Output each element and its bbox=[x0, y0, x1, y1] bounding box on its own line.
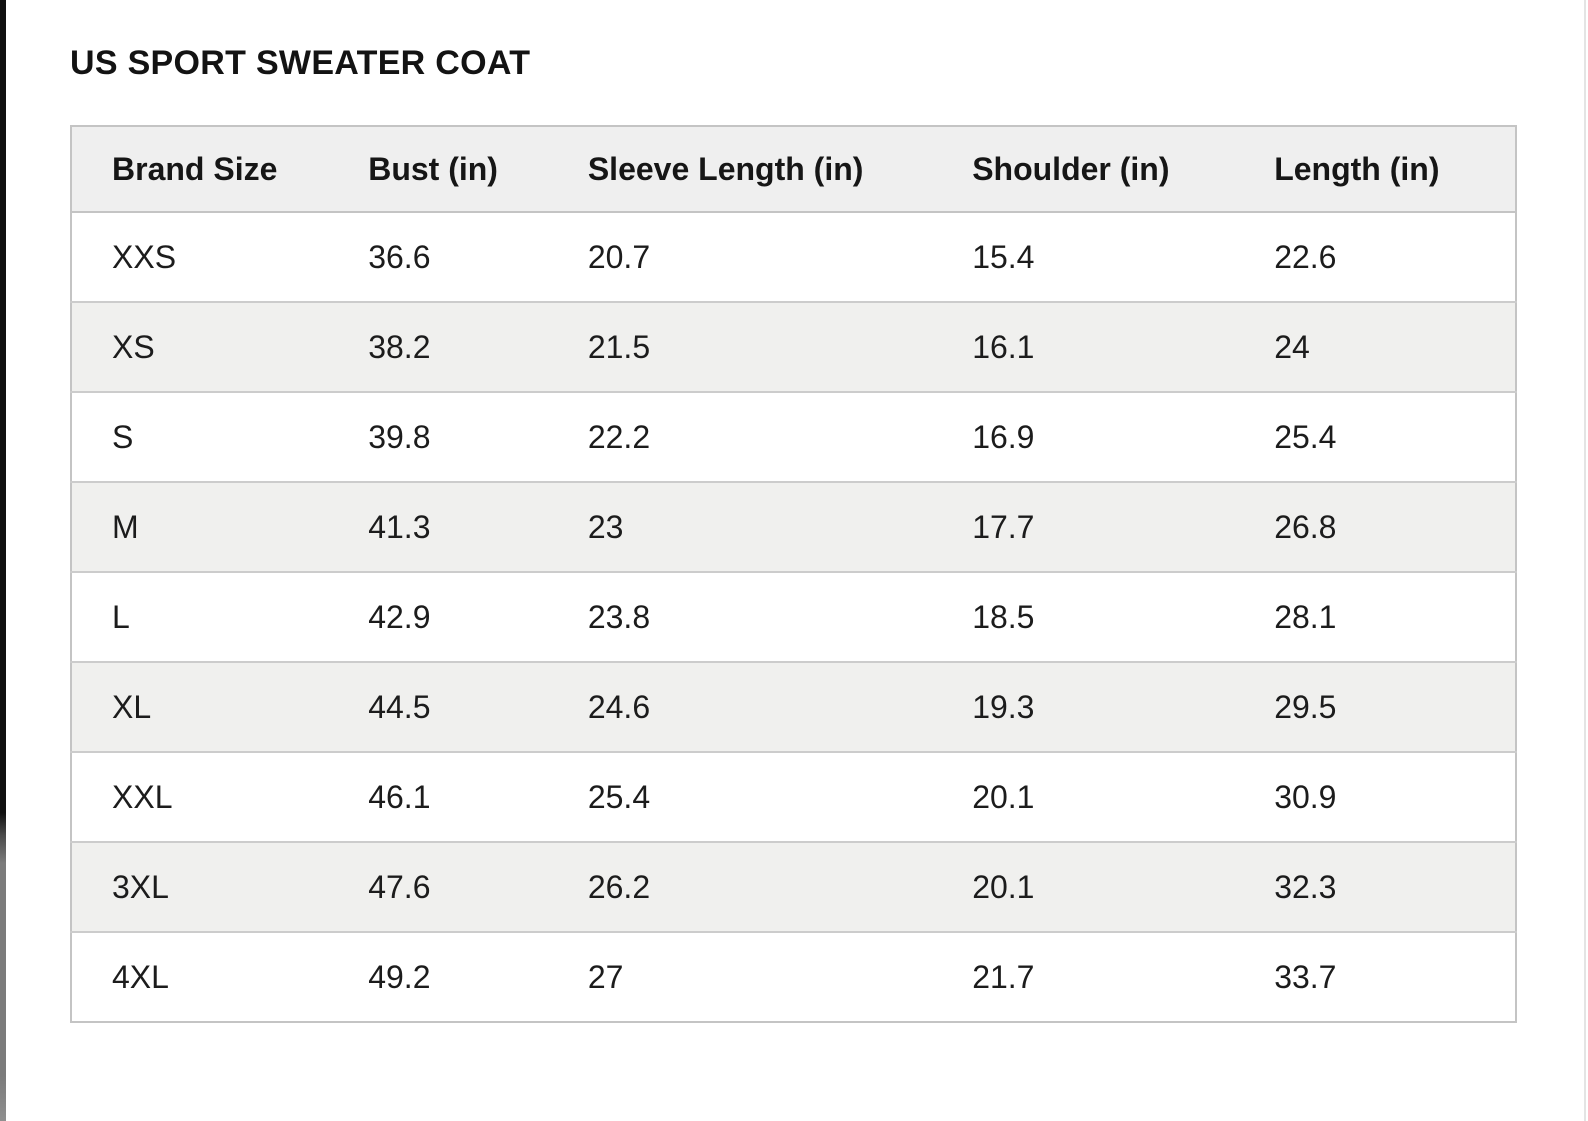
measurement-cell: 39.8 bbox=[368, 418, 431, 455]
measurement-cell: 19.3 bbox=[972, 688, 1035, 725]
brand-size-cell: M bbox=[112, 508, 139, 545]
measurement-cell: 24 bbox=[1274, 328, 1310, 365]
measurement-cell: 41.3 bbox=[368, 508, 431, 545]
measurement-cell: 18.5 bbox=[972, 598, 1035, 635]
right-edge-divider bbox=[1584, 0, 1586, 1121]
column-header-bust: Bust (in) bbox=[328, 126, 548, 213]
brand-size-cell: XXL bbox=[112, 778, 173, 815]
measurement-cell: 21.7 bbox=[972, 958, 1035, 995]
brand-size-cell: L bbox=[112, 598, 130, 635]
measurement-cell: 26.8 bbox=[1274, 508, 1337, 545]
brand-size-cell: S bbox=[112, 418, 134, 455]
table-row: XXS 36.6 20.7 15.4 22.6 bbox=[71, 212, 1516, 302]
measurement-cell: 20.1 bbox=[972, 778, 1035, 815]
table-header: Brand Size Bust (in) Sleeve Length (in) … bbox=[71, 126, 1516, 213]
brand-size-cell: XXS bbox=[112, 238, 177, 275]
measurement-cell: 27 bbox=[587, 958, 624, 995]
table-row: XL 44.5 24.6 19.3 29.5 bbox=[71, 662, 1516, 752]
measurement-cell: 38.2 bbox=[368, 328, 431, 365]
adjacent-image-edge bbox=[0, 0, 6, 1121]
measurement-cell: 44.5 bbox=[368, 688, 431, 725]
measurement-cell: 33.7 bbox=[1274, 958, 1337, 995]
measurement-cell: 46.1 bbox=[368, 778, 431, 815]
header-row: Brand Size Bust (in) Sleeve Length (in) … bbox=[71, 126, 1516, 213]
measurement-cell: 16.9 bbox=[972, 418, 1035, 455]
column-header-brand-size: Brand Size bbox=[71, 126, 329, 213]
measurement-cell: 24.6 bbox=[587, 688, 651, 725]
measurement-cell: 22.2 bbox=[587, 418, 651, 455]
measurement-cell: 15.4 bbox=[972, 238, 1035, 275]
brand-size-cell: 3XL bbox=[112, 868, 169, 905]
measurement-cell: 29.5 bbox=[1274, 688, 1337, 725]
table-row: S 39.8 22.2 16.9 25.4 bbox=[71, 392, 1516, 482]
measurement-cell: 25.4 bbox=[587, 778, 651, 815]
size-table-body: XXS 36.6 20.7 15.4 22.6 XS 38.2 21.5 16.1 24 S 39.8… bbox=[71, 212, 1516, 1022]
brand-size-cell: XS bbox=[112, 328, 155, 365]
column-header-shoulder: Shoulder (in) bbox=[932, 126, 1235, 213]
table-row: XS 38.2 21.5 16.1 24 bbox=[71, 302, 1516, 392]
table-row: 3XL 47.6 26.2 20.1 32.3 bbox=[71, 842, 1516, 932]
measurement-cell: 49.2 bbox=[368, 958, 431, 995]
measurement-cell: 36.6 bbox=[368, 238, 431, 275]
measurement-cell: 32.3 bbox=[1274, 868, 1337, 905]
measurement-cell: 23 bbox=[587, 508, 624, 545]
measurement-cell: 21.5 bbox=[587, 328, 651, 365]
measurement-cell: 28.1 bbox=[1274, 598, 1337, 635]
brand-size-cell: XL bbox=[112, 688, 152, 725]
measurement-cell: 47.6 bbox=[368, 868, 431, 905]
measurement-cell: 16.1 bbox=[972, 328, 1035, 365]
table-row: L 42.9 23.8 18.5 28.1 bbox=[71, 572, 1516, 662]
measurement-cell: 23.8 bbox=[587, 598, 651, 635]
measurement-cell: 22.6 bbox=[1274, 238, 1337, 275]
column-header-length: Length (in) bbox=[1234, 126, 1516, 213]
table-row: M 41.3 23 17.7 26.8 bbox=[71, 482, 1516, 572]
measurement-cell: 20.7 bbox=[587, 238, 651, 275]
measurement-cell: 42.9 bbox=[368, 598, 431, 635]
size-chart-table: Brand Size Bust (in) Sleeve Length (in) … bbox=[70, 125, 1517, 1023]
table-row: XXL 46.1 25.4 20.1 30.9 bbox=[71, 752, 1516, 842]
measurement-cell: 25.4 bbox=[1274, 418, 1337, 455]
column-header-sleeve-length: Sleeve Length (in) bbox=[547, 126, 933, 213]
measurement-cell: 30.9 bbox=[1274, 778, 1337, 815]
table-row: 4XL 49.2 27 21.7 33.7 bbox=[71, 932, 1516, 1022]
measurement-cell: 26.2 bbox=[587, 868, 651, 905]
size-chart-title: US SPORT SWEATER COAT bbox=[70, 44, 531, 82]
brand-size-cell: 4XL bbox=[112, 958, 169, 995]
measurement-cell: 17.7 bbox=[972, 508, 1035, 545]
measurement-cell: 20.1 bbox=[972, 868, 1035, 905]
